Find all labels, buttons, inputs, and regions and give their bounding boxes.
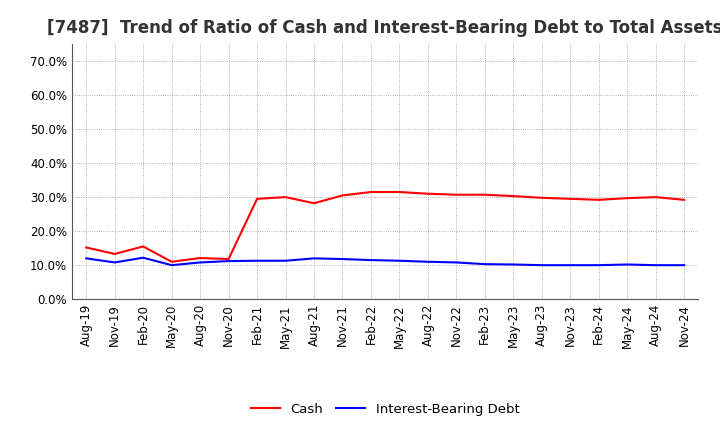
Cash (452, 192, 461, 198)
Cash (566, 196, 575, 202)
Cash (196, 255, 204, 260)
Line: Interest-Bearing Debt: Interest-Bearing Debt (86, 258, 684, 265)
Legend: Cash, Interest-Bearing Debt: Cash, Interest-Bearing Debt (251, 403, 520, 416)
Interest-Bearing Debt (167, 263, 176, 268)
Interest-Bearing Debt (282, 258, 290, 264)
Cash (139, 244, 148, 249)
Interest-Bearing Debt (623, 262, 631, 267)
Interest-Bearing Debt (595, 263, 603, 268)
Interest-Bearing Debt (423, 259, 432, 264)
Interest-Bearing Debt (196, 260, 204, 265)
Cash (110, 251, 119, 257)
Cash (395, 189, 404, 194)
Cash (167, 259, 176, 264)
Interest-Bearing Debt (338, 257, 347, 262)
Interest-Bearing Debt (225, 258, 233, 264)
Cash (623, 195, 631, 201)
Interest-Bearing Debt (310, 256, 318, 261)
Interest-Bearing Debt (110, 260, 119, 265)
Interest-Bearing Debt (395, 258, 404, 264)
Interest-Bearing Debt (566, 263, 575, 268)
Title: [7487]  Trend of Ratio of Cash and Interest-Bearing Debt to Total Assets: [7487] Trend of Ratio of Cash and Intere… (48, 19, 720, 37)
Cash (595, 197, 603, 202)
Interest-Bearing Debt (366, 257, 375, 263)
Cash (225, 257, 233, 262)
Cash (423, 191, 432, 196)
Cash (82, 245, 91, 250)
Interest-Bearing Debt (480, 261, 489, 267)
Interest-Bearing Debt (139, 255, 148, 260)
Cash (338, 193, 347, 198)
Cash (282, 194, 290, 200)
Interest-Bearing Debt (452, 260, 461, 265)
Interest-Bearing Debt (82, 256, 91, 261)
Cash (680, 197, 688, 202)
Cash (310, 201, 318, 206)
Cash (480, 192, 489, 198)
Line: Cash: Cash (86, 192, 684, 262)
Cash (652, 194, 660, 200)
Interest-Bearing Debt (680, 263, 688, 268)
Interest-Bearing Debt (509, 262, 518, 267)
Interest-Bearing Debt (652, 263, 660, 268)
Cash (253, 196, 261, 202)
Cash (366, 189, 375, 194)
Interest-Bearing Debt (253, 258, 261, 264)
Cash (537, 195, 546, 201)
Cash (509, 194, 518, 199)
Interest-Bearing Debt (537, 263, 546, 268)
